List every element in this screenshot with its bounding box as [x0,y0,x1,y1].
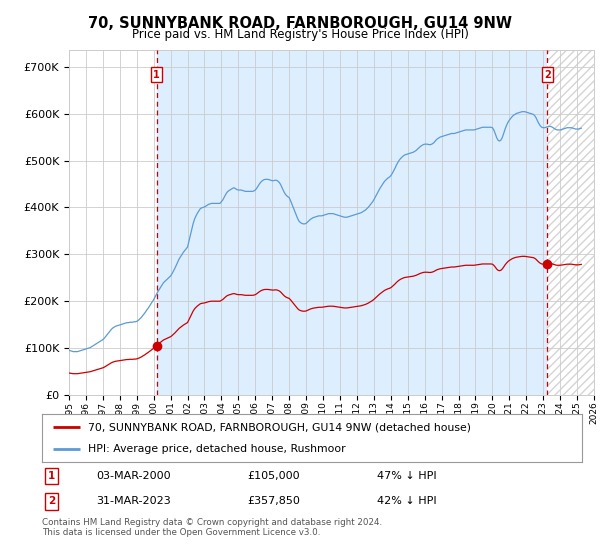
Text: 70, SUNNYBANK ROAD, FARNBOROUGH, GU14 9NW (detached house): 70, SUNNYBANK ROAD, FARNBOROUGH, GU14 9N… [88,422,471,432]
Text: 1: 1 [153,69,160,80]
Text: 1: 1 [48,471,55,480]
Text: Price paid vs. HM Land Registry's House Price Index (HPI): Price paid vs. HM Land Registry's House … [131,28,469,41]
Text: 70, SUNNYBANK ROAD, FARNBOROUGH, GU14 9NW: 70, SUNNYBANK ROAD, FARNBOROUGH, GU14 9N… [88,16,512,31]
Text: £105,000: £105,000 [247,471,300,480]
Text: 31-MAR-2023: 31-MAR-2023 [96,497,171,506]
Text: Contains HM Land Registry data © Crown copyright and database right 2024.
This d: Contains HM Land Registry data © Crown c… [42,518,382,538]
Bar [547,50,594,395]
Text: HPI: Average price, detached house, Rushmoor: HPI: Average price, detached house, Rush… [88,444,346,454]
Text: 42% ↓ HPI: 42% ↓ HPI [377,497,436,506]
Text: 03-MAR-2000: 03-MAR-2000 [96,471,170,480]
Text: £357,850: £357,850 [247,497,300,506]
Text: 2: 2 [48,497,55,506]
Text: 2: 2 [544,69,551,80]
Text: 47% ↓ HPI: 47% ↓ HPI [377,471,436,480]
Bar [157,50,547,395]
Bar [547,50,594,395]
